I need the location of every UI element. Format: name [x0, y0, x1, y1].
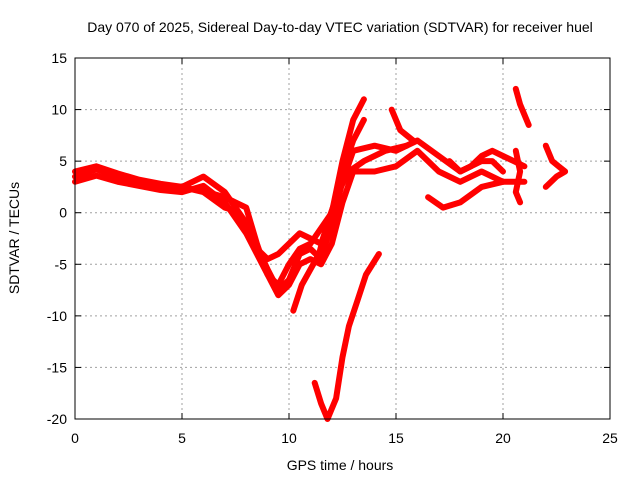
y-tick-label: 5 — [59, 153, 67, 169]
series-track-11 — [512, 85, 532, 128]
y-tick-label: -20 — [47, 411, 67, 427]
x-tick-label: 25 — [602, 430, 618, 446]
y-tick-label: 15 — [51, 50, 67, 66]
y-tick-label: -15 — [47, 359, 67, 375]
x-tick-label: 5 — [178, 430, 186, 446]
axis-ticks: 0 5 10 15 20 25 -20 -15 -10 -5 0 5 10 15 — [47, 50, 618, 446]
x-tick-label: 0 — [71, 430, 79, 446]
x-tick-label: 15 — [388, 430, 404, 446]
series-track-10 — [512, 147, 524, 206]
x-tick-label: 10 — [281, 430, 297, 446]
x-tick-label: 20 — [495, 430, 511, 446]
y-tick-label: 10 — [51, 102, 67, 118]
data-traces — [72, 85, 569, 422]
plot-frame — [74, 57, 611, 420]
y-tick-label: -10 — [47, 308, 67, 324]
series-track-7 — [388, 106, 417, 144]
series-track-9 — [446, 147, 528, 175]
series-track-6 — [311, 251, 382, 422]
x-axis-label: GPS time / hours — [287, 457, 394, 473]
series-track-12 — [542, 142, 569, 190]
y-tick-label: 0 — [59, 205, 67, 221]
series-track-5 — [290, 142, 410, 314]
series-track-2 — [72, 147, 506, 299]
series-track-8 — [425, 178, 528, 211]
y-axis-label: SDTVAR / TECUs — [6, 182, 22, 294]
chart-title: Day 070 of 2025, Sidereal Day-to-day VTE… — [87, 19, 593, 35]
y-tick-label: -5 — [55, 256, 68, 272]
series-track-4 — [211, 116, 367, 288]
